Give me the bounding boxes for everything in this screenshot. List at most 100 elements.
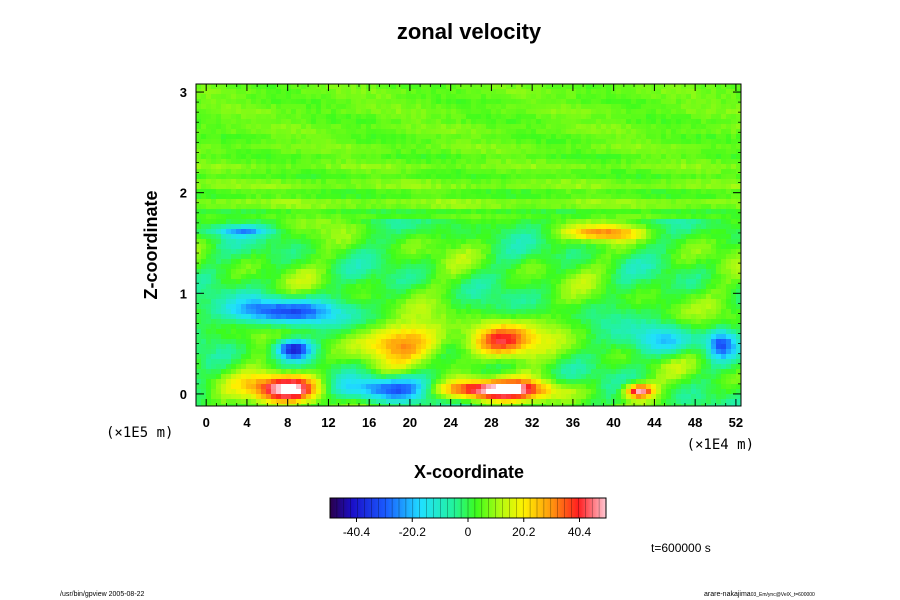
heatmap-cell — [726, 279, 732, 285]
heatmap-cell — [561, 129, 567, 135]
heatmap-cell — [246, 149, 252, 155]
heatmap-cell — [616, 124, 622, 130]
heatmap-cell — [256, 89, 262, 95]
heatmap-cell — [651, 269, 657, 275]
heatmap-cell — [366, 94, 372, 100]
heatmap-cell — [486, 284, 492, 290]
heatmap-cell — [691, 144, 697, 150]
heatmap-cell — [531, 309, 537, 315]
heatmap-cell — [331, 99, 337, 105]
heatmap-cell — [566, 274, 572, 280]
heatmap-cell — [721, 279, 727, 285]
heatmap-cell — [376, 209, 382, 215]
heatmap-cell — [396, 179, 402, 185]
heatmap-cell — [401, 224, 407, 230]
heatmap-cell — [686, 204, 692, 210]
heatmap-cell — [546, 159, 552, 165]
heatmap-cell — [581, 144, 587, 150]
heatmap-cell — [536, 309, 542, 315]
heatmap-cell — [551, 284, 557, 290]
heatmap-cell — [456, 164, 462, 170]
heatmap-cell — [226, 269, 232, 275]
heatmap-cell — [261, 279, 267, 285]
heatmap-cell — [646, 289, 652, 295]
heatmap-cell — [691, 199, 697, 205]
heatmap-cell — [316, 244, 322, 250]
heatmap-cell — [696, 234, 702, 240]
heatmap-cell — [511, 164, 517, 170]
heatmap-cell — [486, 159, 492, 165]
heatmap-cell — [631, 239, 637, 245]
heatmap-cell — [641, 144, 647, 150]
heatmap-cell — [611, 244, 617, 250]
heatmap-cell — [551, 204, 557, 210]
heatmap-cell — [581, 274, 587, 280]
heatmap-cell — [711, 284, 717, 290]
heatmap-cell — [461, 154, 467, 160]
heatmap-cell — [571, 104, 577, 110]
heatmap-cell — [241, 269, 247, 275]
heatmap-cell — [506, 139, 512, 145]
heatmap-cell — [226, 104, 232, 110]
heatmap-cell — [646, 244, 652, 250]
heatmap-cell — [476, 189, 482, 195]
heatmap-cell — [661, 179, 667, 185]
heatmap-cell — [531, 274, 537, 280]
heatmap-cell — [636, 114, 642, 120]
heatmap-cell — [521, 154, 527, 160]
heatmap-cell — [466, 299, 472, 305]
heatmap-cell — [341, 249, 347, 255]
heatmap-cell — [591, 149, 597, 155]
heatmap-cell — [611, 89, 617, 95]
heatmap-cell — [346, 174, 352, 180]
heatmap-cell — [591, 214, 597, 220]
heatmap-cell — [501, 84, 507, 90]
heatmap-cell — [206, 94, 212, 100]
heatmap-cell — [351, 279, 357, 285]
heatmap-cell — [581, 169, 587, 175]
heatmap-cell — [541, 229, 547, 235]
heatmap-cell — [551, 304, 557, 310]
heatmap-cell — [656, 124, 662, 130]
heatmap-cell — [341, 124, 347, 130]
heatmap-cell — [566, 144, 572, 150]
heatmap-cell — [706, 129, 712, 135]
heatmap-cell — [281, 194, 287, 200]
heatmap-cell — [466, 144, 472, 150]
heatmap-cell — [366, 104, 372, 110]
heatmap-cell — [391, 234, 397, 240]
heatmap-cell — [271, 264, 277, 270]
heatmap-cell — [351, 94, 357, 100]
heatmap-cell — [386, 164, 392, 170]
heatmap-cell — [541, 209, 547, 215]
heatmap-cell — [521, 214, 527, 220]
heatmap-cell — [521, 129, 527, 135]
heatmap-cell — [446, 134, 452, 140]
heatmap-cell — [701, 99, 707, 105]
heatmap-cell — [211, 154, 217, 160]
heatmap-cell — [621, 184, 627, 190]
heatmap-cell — [316, 84, 322, 90]
heatmap-cell — [236, 259, 242, 265]
heatmap-cell — [341, 94, 347, 100]
heatmap-cell — [701, 239, 707, 245]
heatmap-cell — [476, 294, 482, 300]
heatmap-cell — [371, 289, 377, 295]
heatmap-cell — [306, 139, 312, 145]
heatmap-cell — [616, 189, 622, 195]
heatmap-cell — [696, 129, 702, 135]
heatmap-cell — [311, 169, 317, 175]
heatmap-cell — [666, 194, 672, 200]
heatmap-cell — [286, 239, 292, 245]
heatmap-cell — [296, 264, 302, 270]
heatmap-cell — [331, 179, 337, 185]
heatmap-cell — [611, 234, 617, 240]
heatmap-cell — [366, 239, 372, 245]
heatmap-cell — [436, 154, 442, 160]
heatmap-cell — [211, 204, 217, 210]
heatmap-cell — [201, 274, 207, 280]
heatmap-cell — [696, 119, 702, 125]
heatmap-cell — [511, 84, 517, 90]
heatmap-cell — [291, 124, 297, 130]
heatmap-cell — [411, 209, 417, 215]
